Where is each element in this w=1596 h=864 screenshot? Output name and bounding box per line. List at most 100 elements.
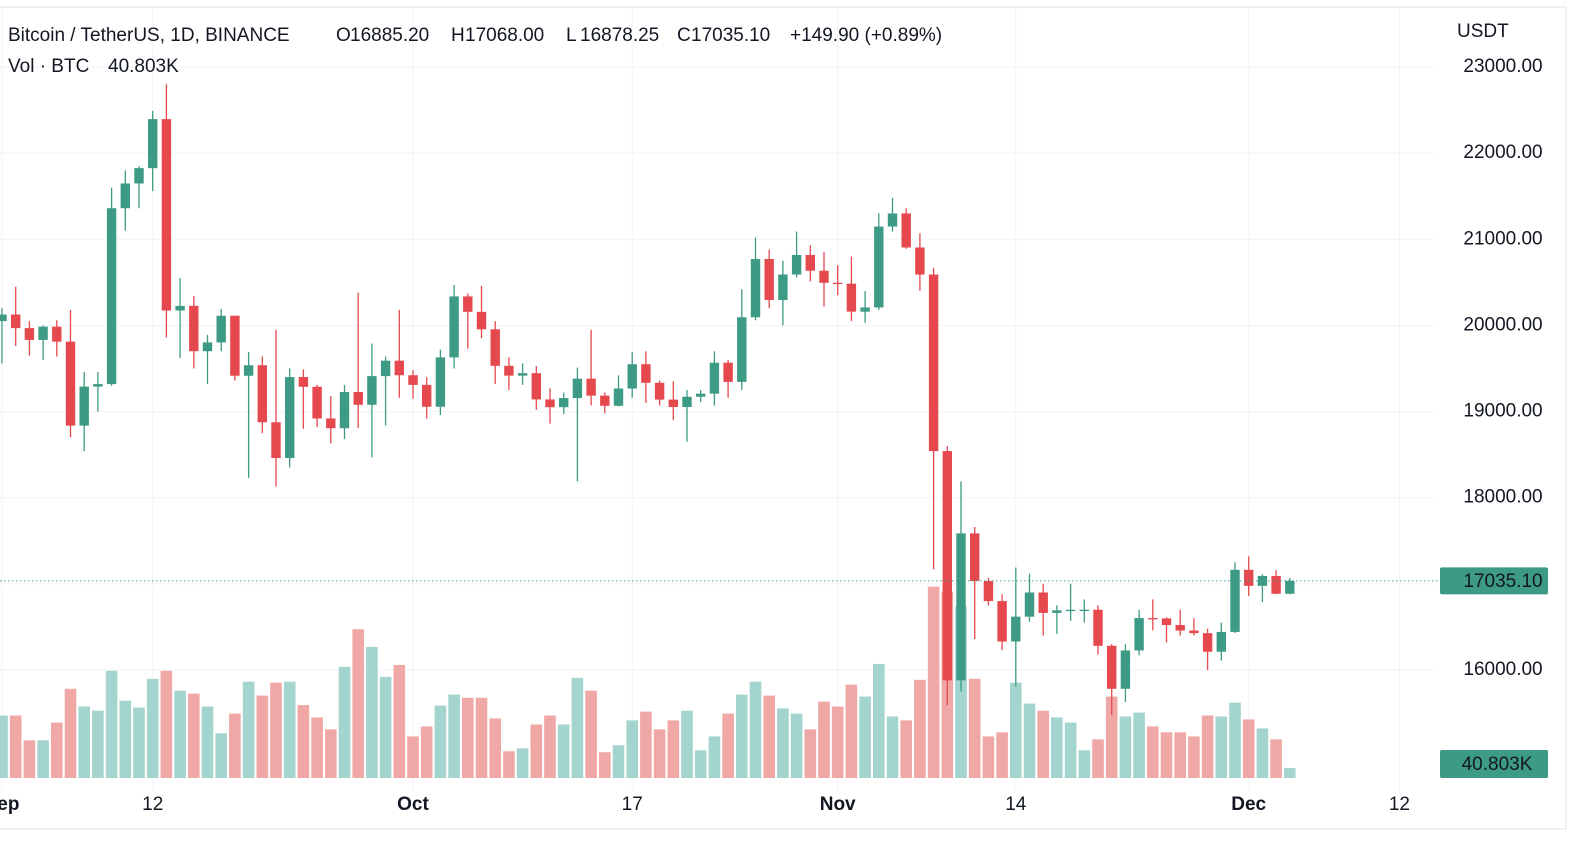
candle-body bbox=[819, 270, 829, 283]
candle-body bbox=[627, 364, 637, 389]
ohlc-letter: L bbox=[566, 25, 577, 46]
x-tick-label: Nov bbox=[820, 794, 856, 815]
candle-body bbox=[997, 601, 1007, 642]
x-tick-label: Oct bbox=[397, 794, 429, 815]
volume-bar bbox=[1010, 682, 1022, 778]
volume-bar bbox=[503, 751, 515, 778]
volume-bar bbox=[612, 745, 625, 778]
candle-body bbox=[778, 274, 788, 301]
candle-body bbox=[600, 395, 610, 406]
y-tick-label: 21000.00 bbox=[1463, 228, 1542, 249]
candle-body bbox=[572, 378, 583, 399]
volume-pane bbox=[0, 586, 1296, 778]
volume-bar bbox=[708, 736, 721, 778]
volume-bar bbox=[297, 705, 310, 778]
volume-bar bbox=[749, 681, 762, 778]
candle-body bbox=[339, 392, 350, 429]
volume-bar bbox=[407, 736, 419, 778]
candle-body bbox=[517, 373, 528, 376]
candle-body bbox=[298, 377, 309, 387]
volume-bar bbox=[982, 736, 995, 778]
volume-bar bbox=[215, 733, 227, 778]
candle-body bbox=[490, 329, 500, 366]
candle-body bbox=[668, 399, 678, 408]
volume-bar bbox=[420, 726, 433, 778]
candle-body bbox=[1216, 631, 1226, 652]
volume-bar bbox=[831, 706, 844, 778]
volume-badge-label: 40.803K bbox=[1462, 754, 1533, 775]
volume-bar bbox=[1229, 702, 1241, 778]
candle-body bbox=[750, 259, 761, 318]
volume-bar bbox=[544, 715, 556, 778]
candle-body bbox=[1271, 575, 1281, 594]
ohlc-value: 17068.00 bbox=[465, 25, 544, 46]
candle-body bbox=[696, 393, 706, 397]
volume-bar bbox=[1133, 712, 1145, 778]
y-tick-label: 19000.00 bbox=[1463, 401, 1542, 422]
candle-body bbox=[312, 386, 322, 419]
candle-body bbox=[1202, 633, 1213, 652]
candle-body bbox=[230, 315, 240, 376]
volume-bar bbox=[1242, 719, 1255, 778]
candle-body bbox=[353, 392, 363, 405]
symbol-title: Bitcoin / TetherUS, 1D, BINANCE bbox=[8, 25, 290, 46]
volume-bar bbox=[818, 701, 830, 778]
volume-bar bbox=[338, 666, 351, 778]
candle-body bbox=[271, 422, 281, 459]
candle-body bbox=[1148, 618, 1158, 620]
volume-badge bbox=[1440, 750, 1548, 778]
candle-body bbox=[1161, 618, 1172, 626]
candle-body bbox=[120, 183, 130, 209]
volume-value: 40.803K bbox=[108, 56, 179, 77]
candle-body bbox=[833, 282, 843, 285]
volume-bar bbox=[311, 717, 323, 778]
volume-bar bbox=[119, 700, 132, 778]
ohlc-letter: H bbox=[451, 25, 465, 46]
candle-body bbox=[901, 213, 911, 248]
candle-body bbox=[531, 373, 541, 400]
volume-bar bbox=[393, 664, 406, 778]
volume-bar bbox=[9, 715, 22, 778]
volume-bar bbox=[1023, 703, 1036, 778]
volume-bar bbox=[160, 670, 173, 778]
volume-bar bbox=[462, 697, 474, 778]
x-tick-label: 17 bbox=[622, 794, 643, 815]
volume-bar bbox=[530, 724, 543, 778]
candle-body bbox=[463, 296, 473, 312]
volume-bar bbox=[133, 707, 145, 778]
ohlc-letter: C bbox=[677, 25, 691, 46]
volume-bar bbox=[694, 750, 707, 778]
candle-body bbox=[1120, 650, 1131, 689]
candle-body bbox=[1107, 645, 1117, 689]
x-tick-label: Dec bbox=[1231, 794, 1266, 815]
candle-body bbox=[476, 311, 487, 330]
candle-body bbox=[983, 580, 994, 602]
y-tick-label: 16000.00 bbox=[1463, 659, 1542, 680]
ohlc-value: 16878.25 bbox=[580, 25, 659, 46]
volume-bar bbox=[188, 693, 200, 778]
y-tick-label: 22000.00 bbox=[1463, 142, 1542, 163]
ohlc-value: 17035.10 bbox=[691, 25, 770, 46]
volume-bar bbox=[448, 694, 460, 778]
volume-bar bbox=[1201, 715, 1214, 778]
candle-body bbox=[243, 365, 254, 376]
volume-bar bbox=[1051, 717, 1063, 778]
y-axis-label: USDT bbox=[1457, 21, 1509, 42]
candle-body bbox=[1011, 616, 1021, 642]
candle-body bbox=[860, 307, 870, 312]
candle-body bbox=[1038, 592, 1048, 613]
volume-bar bbox=[1270, 739, 1282, 778]
candle-body bbox=[52, 326, 62, 342]
candle-body bbox=[435, 357, 446, 407]
volume-bar bbox=[1078, 750, 1091, 778]
candle-body bbox=[887, 213, 898, 227]
candle-body bbox=[613, 388, 624, 406]
volume-bar bbox=[0, 715, 8, 778]
volume-bar bbox=[256, 695, 269, 778]
candle-body bbox=[1024, 592, 1035, 617]
volume-bar bbox=[557, 724, 570, 778]
candle-body bbox=[846, 283, 857, 312]
candle-body bbox=[1285, 580, 1295, 594]
candle-body bbox=[189, 305, 199, 352]
volume-bar bbox=[325, 729, 337, 778]
